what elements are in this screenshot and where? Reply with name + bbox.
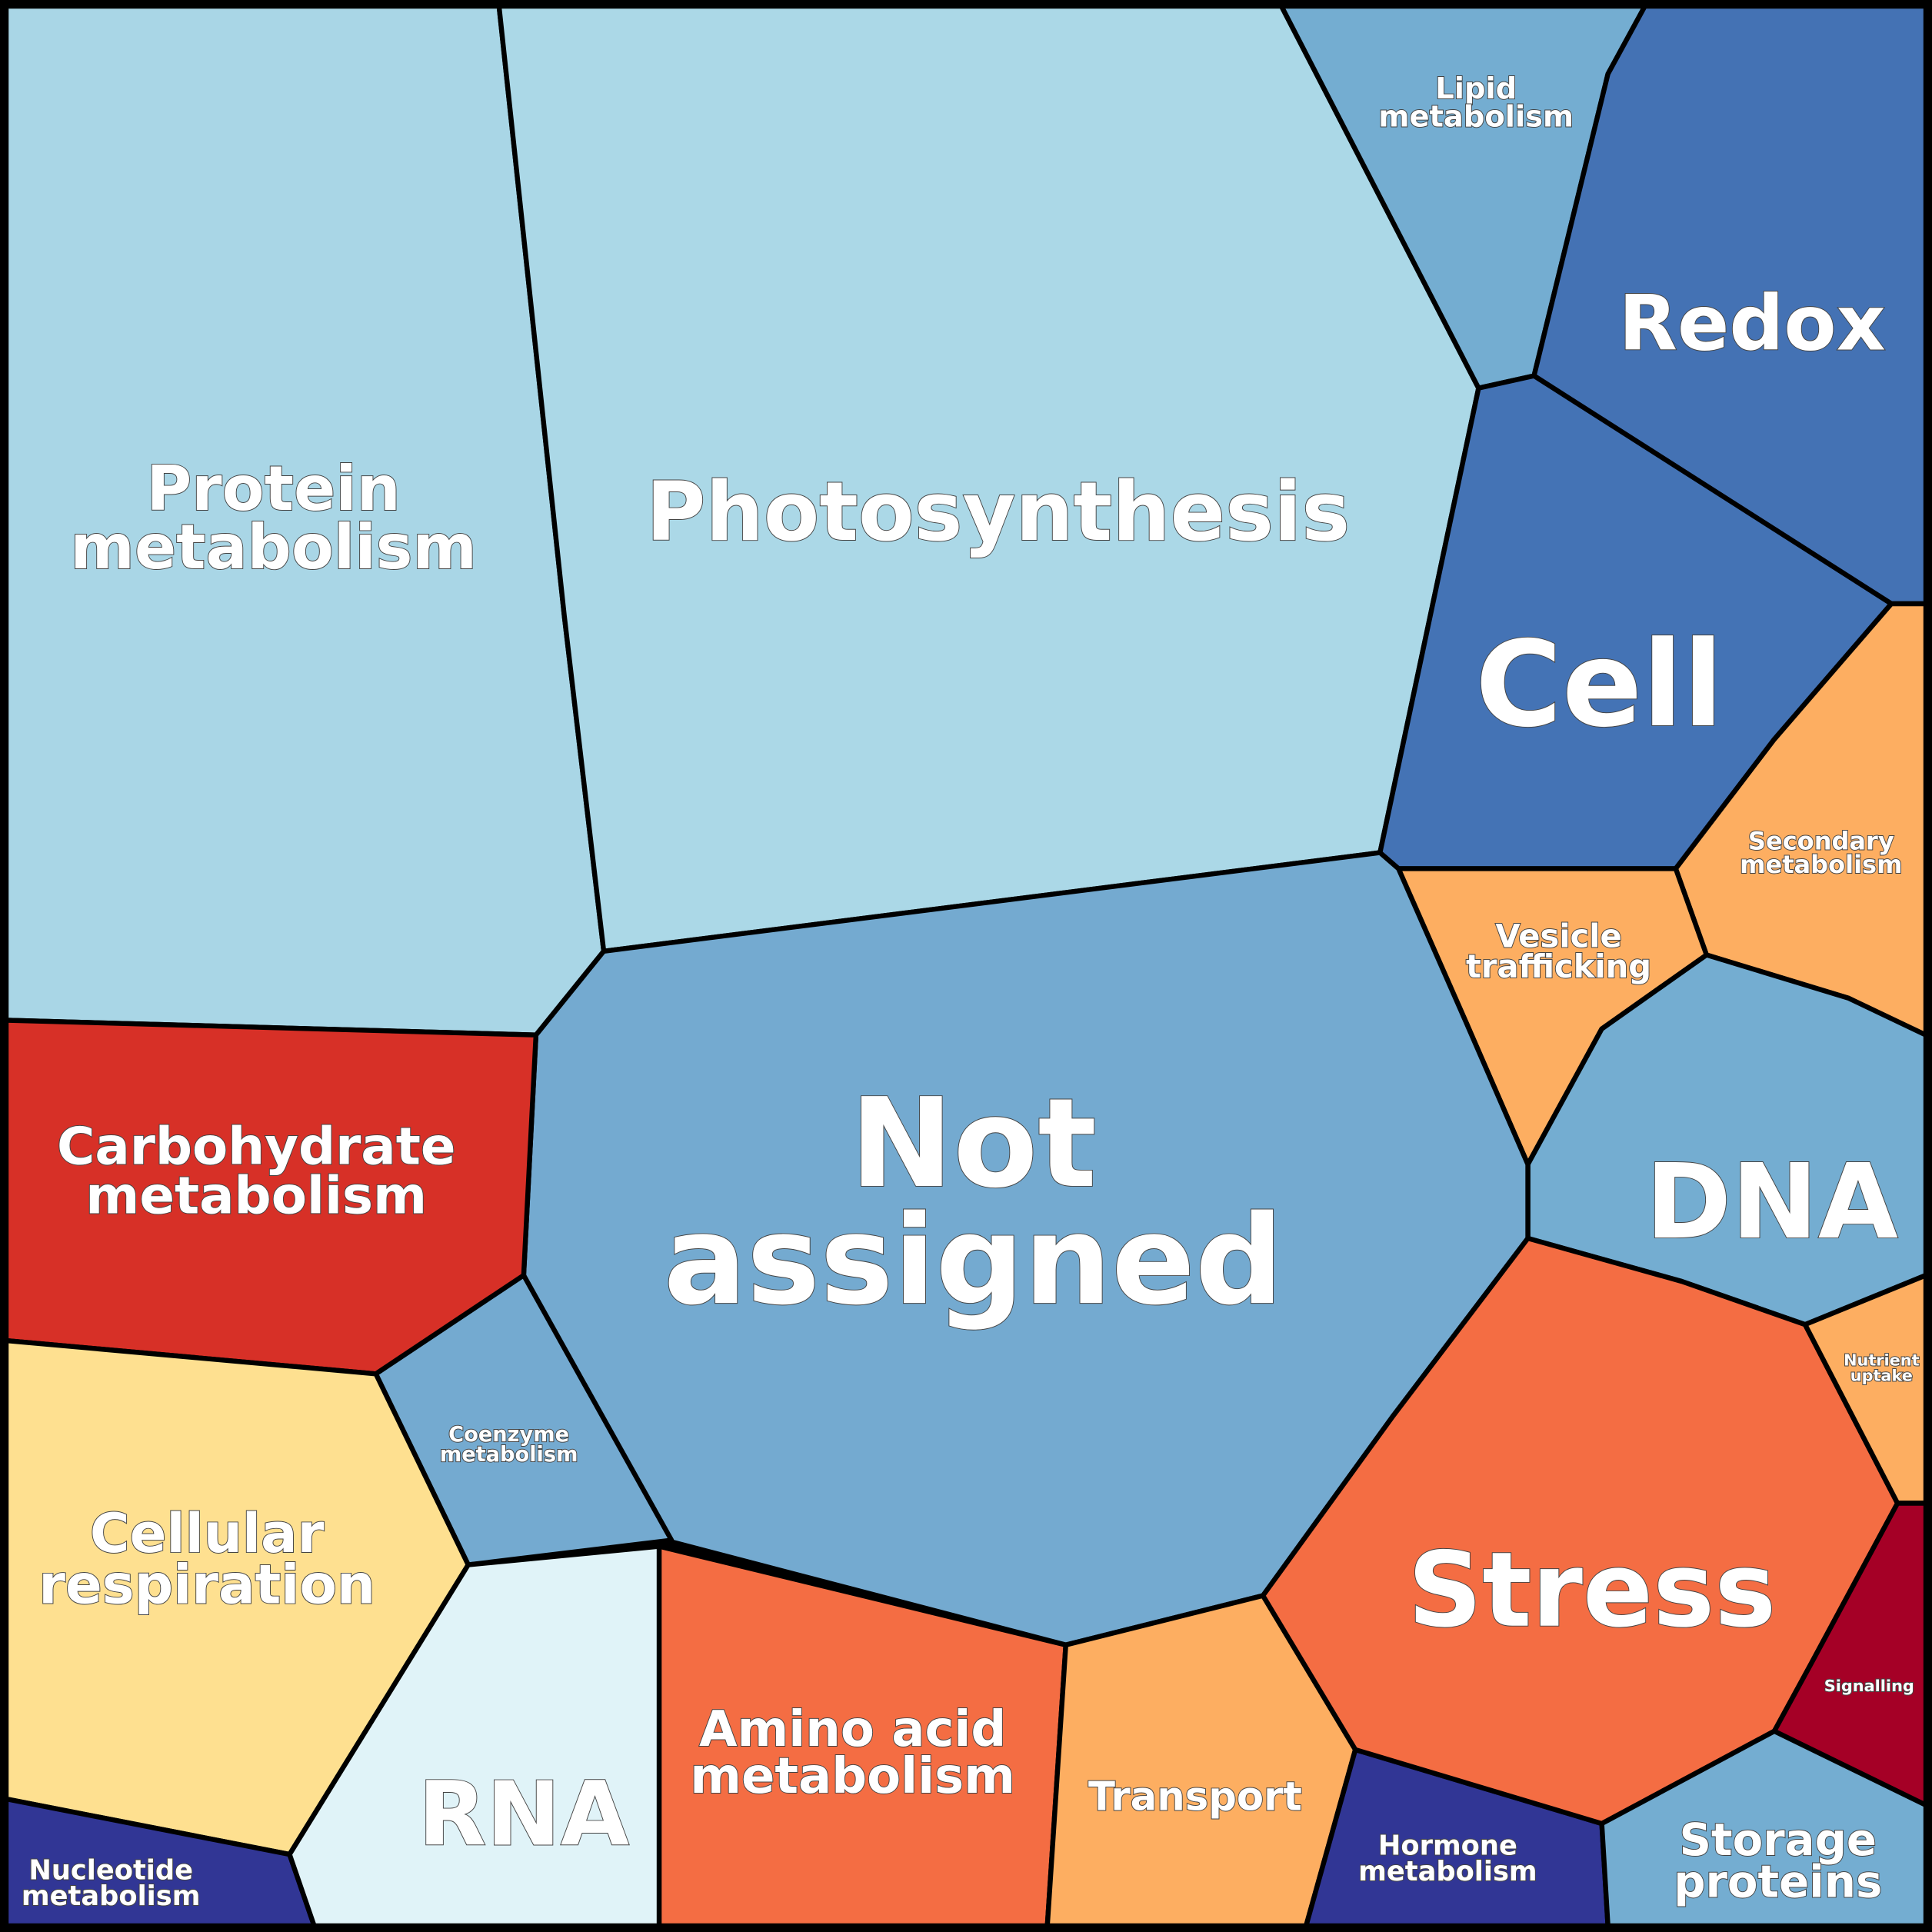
region-label-line: Redox	[1618, 279, 1885, 368]
region-label-line: DNA	[1646, 1141, 1898, 1262]
region-label-line: Cell	[1475, 616, 1724, 754]
region-label-line: Amino acid	[699, 1701, 1006, 1758]
region-label-line: proteins	[1674, 1856, 1882, 1908]
region-label-resp: Cellular respiration	[38, 1502, 375, 1617]
region-label-notassigned: Not assigned	[664, 1071, 1284, 1332]
region-label-line: Stress	[1407, 1530, 1776, 1651]
region-label-line: trafficking	[1466, 948, 1651, 985]
region-label-amino: Amino acid metabolism	[690, 1701, 1015, 1805]
region-label-cell: Cell	[1475, 616, 1724, 754]
region-label-hormone: Hormone metabolism	[1358, 1830, 1537, 1887]
region-label-line: metabolism	[1378, 100, 1574, 135]
region-label-line: RNA	[418, 1764, 630, 1867]
region-label-line: Protein	[146, 453, 400, 525]
region-label-nutrient: Nutrient uptake	[1844, 1351, 1920, 1385]
region-label-line: Storage	[1680, 1814, 1877, 1866]
region-label-line: Secondary	[1748, 827, 1894, 856]
region-label-protein: Protein metabolism	[70, 453, 477, 583]
region-label-line: Coenzyme	[448, 1423, 569, 1447]
region-label-line: metabolism	[22, 1880, 201, 1912]
region-label-line: metabolism	[1358, 1856, 1537, 1887]
region-label-line: metabolism	[690, 1748, 1015, 1805]
region-label-line: Cellular	[90, 1502, 325, 1565]
region-label-line: uptake	[1850, 1366, 1913, 1384]
region-label-line: Nucleotide	[28, 1855, 193, 1887]
region-label-transport: Transport	[1088, 1774, 1302, 1820]
region-label-line: Transport	[1088, 1774, 1302, 1820]
region-label-stress: Stress	[1407, 1530, 1776, 1651]
region-label-rna: RNA	[418, 1764, 630, 1867]
region-label-line: metabolism	[440, 1443, 578, 1467]
region-label-signalling: Signalling	[1824, 1677, 1914, 1695]
region-label-photo: Photosynthesis	[646, 465, 1350, 559]
region-label-line: metabolism	[1740, 850, 1902, 879]
region-label-line: Not	[850, 1071, 1097, 1215]
region-label-line: metabolism	[85, 1165, 427, 1225]
region-label-secondary: Secondary metabolism	[1740, 827, 1902, 879]
region-label-coenzyme: Coenzyme metabolism	[440, 1423, 578, 1467]
region-label-line: Carbohydrate	[57, 1117, 456, 1177]
region-label-line: Lipid	[1435, 72, 1517, 106]
region-label-line: metabolism	[70, 511, 477, 583]
region-label-line: Photosynthesis	[646, 465, 1350, 559]
region-label-line: Hormone	[1378, 1830, 1517, 1861]
region-label-storage: Storage proteins	[1674, 1814, 1882, 1908]
region-label-redox: Redox	[1618, 279, 1885, 368]
region-label-line: assigned	[664, 1188, 1284, 1332]
region-label-line: Signalling	[1824, 1677, 1914, 1695]
region-label-carb: Carbohydrate metabolism	[57, 1117, 456, 1226]
region-label-nucleotide: Nucleotide metabolism	[22, 1855, 201, 1912]
region-label-line: Nutrient	[1844, 1351, 1920, 1370]
region-label-vesicle: Vesicle trafficking	[1466, 918, 1651, 986]
region-label-line: respiration	[38, 1554, 375, 1617]
region-label-dna: DNA	[1646, 1141, 1898, 1262]
region-label-line: Vesicle	[1495, 918, 1621, 955]
region-label-lipid: Lipid metabolism	[1378, 72, 1574, 135]
